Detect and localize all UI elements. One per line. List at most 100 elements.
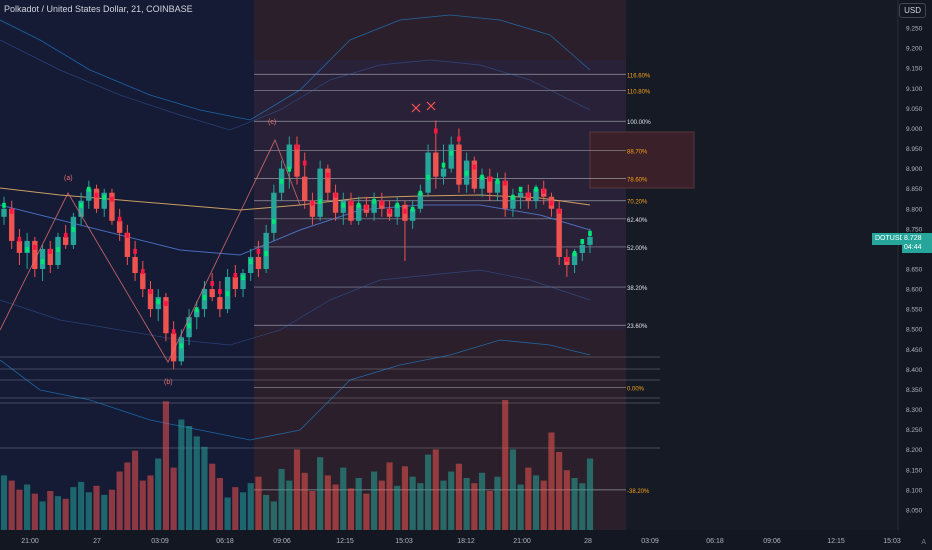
trend-marker bbox=[125, 232, 130, 238]
annotation-layer: (a) (b) (c) bbox=[0, 101, 436, 386]
trend-marker bbox=[133, 248, 137, 254]
candle-body bbox=[355, 204, 362, 221]
trend-marker bbox=[364, 204, 369, 210]
volume-bar bbox=[201, 446, 208, 530]
currency-button[interactable]: USD bbox=[899, 3, 926, 18]
trend-marker bbox=[572, 251, 577, 257]
candle-body bbox=[471, 160, 478, 189]
trend-marker bbox=[395, 202, 400, 208]
volume-bar bbox=[332, 484, 339, 530]
time-tick-label: 21:00 bbox=[513, 538, 531, 545]
volume-bar bbox=[93, 485, 100, 530]
time-tick-label: 06:18 bbox=[706, 538, 724, 545]
session-shade-right bbox=[626, 0, 898, 530]
price-tick-label: 8.800 bbox=[906, 206, 923, 213]
price-tick-label: 8.850 bbox=[906, 186, 923, 193]
volume-bar bbox=[209, 463, 216, 530]
candle-body bbox=[16, 240, 23, 253]
price-tick-label: 8.150 bbox=[906, 467, 923, 474]
price-tick-label: 8.500 bbox=[906, 327, 923, 334]
candle-body bbox=[479, 176, 485, 189]
trend-marker bbox=[495, 178, 500, 184]
trend-marker bbox=[403, 208, 407, 214]
trend-marker bbox=[487, 176, 492, 182]
fib-level-label: 116.60% bbox=[627, 73, 651, 79]
trend-marker bbox=[511, 194, 515, 200]
candle-body bbox=[394, 204, 400, 217]
candle-body bbox=[494, 180, 501, 193]
candle-body bbox=[587, 236, 593, 245]
volume-bar bbox=[355, 478, 362, 530]
trend-marker bbox=[380, 200, 384, 206]
candle-body bbox=[371, 200, 377, 213]
volume-bar bbox=[579, 483, 586, 530]
trend-marker bbox=[25, 247, 29, 252]
fib-level-label: 23.60% bbox=[627, 324, 648, 330]
volume-bar bbox=[525, 467, 532, 530]
volume-bar bbox=[486, 491, 493, 530]
volume-bar bbox=[139, 480, 146, 530]
price-tick-label: 8.250 bbox=[906, 427, 923, 434]
time-tick-label: 15:03 bbox=[883, 538, 901, 545]
trend-marker bbox=[295, 144, 299, 150]
candle-body bbox=[248, 256, 254, 274]
trend-marker bbox=[333, 192, 338, 198]
volume-bar bbox=[263, 494, 270, 530]
volume-bar bbox=[224, 497, 231, 530]
wave-label: (b) bbox=[164, 379, 173, 386]
volume-bar bbox=[62, 498, 69, 530]
trend-marker bbox=[449, 150, 454, 156]
price-tick-label: 9.050 bbox=[906, 106, 923, 113]
candle-body bbox=[456, 144, 462, 185]
trend-marker bbox=[102, 194, 107, 200]
candle-body bbox=[194, 309, 200, 318]
candle-body bbox=[556, 208, 562, 257]
trend-marker bbox=[541, 188, 546, 194]
lower-band-line bbox=[0, 339, 591, 441]
cross-marker bbox=[411, 103, 421, 113]
candle-body bbox=[487, 176, 493, 193]
trend-marker bbox=[156, 299, 161, 305]
trend-marker bbox=[272, 218, 276, 224]
trend-marker bbox=[565, 256, 569, 262]
price-tick-label: 8.100 bbox=[906, 487, 923, 494]
time-tick-label: 06:18 bbox=[216, 538, 234, 545]
volume-bar bbox=[70, 487, 77, 530]
trend-marker bbox=[225, 291, 230, 297]
trend-marker bbox=[48, 248, 53, 254]
trend-marker bbox=[302, 160, 307, 166]
range-box bbox=[254, 60, 626, 330]
price-tick-label: 8.450 bbox=[906, 347, 923, 354]
price-tick-label: 8.750 bbox=[906, 226, 923, 233]
volume-bar bbox=[108, 489, 116, 530]
candle-layer bbox=[1, 120, 593, 370]
trend-marker bbox=[426, 174, 430, 180]
trend-marker bbox=[549, 200, 554, 206]
volume-bar bbox=[401, 466, 409, 530]
trend-marker bbox=[310, 200, 315, 206]
trend-marker bbox=[56, 247, 60, 252]
volume-bar bbox=[286, 480, 293, 530]
volume-bar bbox=[448, 471, 455, 530]
trend-marker bbox=[287, 166, 292, 172]
candle-body bbox=[317, 168, 323, 217]
volume-bar bbox=[471, 483, 478, 530]
volume-bar bbox=[116, 471, 123, 530]
auto-scale-toggle[interactable]: A bbox=[921, 539, 926, 546]
volume-bar bbox=[247, 483, 254, 530]
volume-bar bbox=[324, 475, 331, 530]
trend-marker bbox=[33, 244, 37, 250]
candle-body bbox=[209, 289, 215, 298]
candle-body bbox=[409, 208, 416, 221]
candle-body bbox=[93, 188, 100, 209]
time-axis-panel bbox=[0, 530, 932, 550]
time-tick-label: 09:06 bbox=[273, 538, 291, 545]
chart-title: Polkadot / United States Dollar, 21, COI… bbox=[4, 4, 193, 14]
time-tick-label: 12:15 bbox=[336, 538, 354, 545]
trend-marker bbox=[480, 174, 484, 180]
volume-bar bbox=[563, 470, 570, 530]
price-tick-label: 8.300 bbox=[906, 407, 923, 414]
volume-bar bbox=[178, 419, 185, 530]
last-price-value: 8.728 bbox=[904, 235, 922, 242]
